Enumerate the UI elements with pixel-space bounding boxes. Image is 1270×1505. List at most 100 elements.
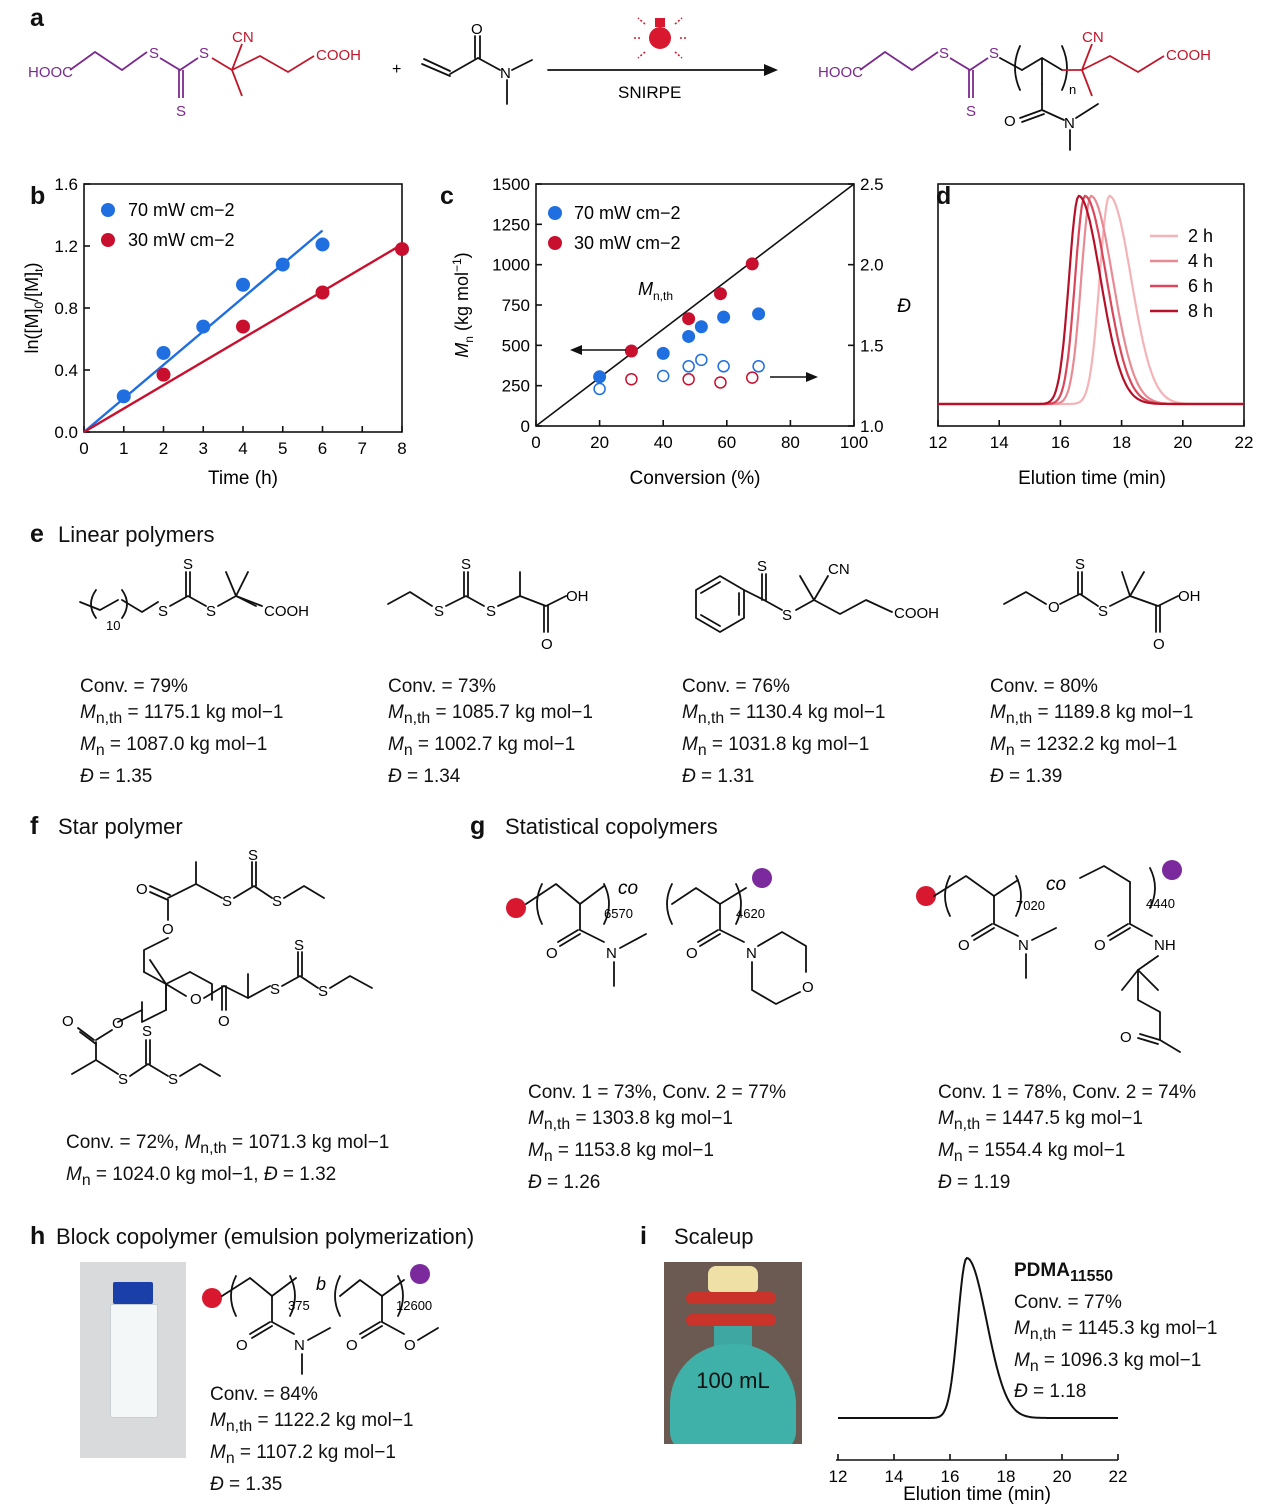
cta-hooc: HOOC xyxy=(28,64,73,81)
mn-point xyxy=(717,310,731,324)
svg-text:O: O xyxy=(218,1013,230,1030)
mn-point xyxy=(745,257,759,271)
svg-text:n: n xyxy=(1069,82,1076,97)
end-group-red-dot xyxy=(506,898,526,918)
legend-label: 2 h xyxy=(1188,226,1213,246)
vial-photo xyxy=(80,1262,186,1458)
y2-tick-label: 1.0 xyxy=(860,417,884,436)
legend-label: 6 h xyxy=(1188,276,1213,296)
fit-line xyxy=(83,243,403,434)
svg-text:COOH: COOH xyxy=(316,47,361,64)
x-tick-label: 4 xyxy=(238,439,247,458)
panel-label-a: a xyxy=(30,4,44,32)
chart-b: 0 1 2 3 4 5 6 7 80.00.40.81.21.6 Time (h) ln([M]… xyxy=(22,175,409,489)
svg-text:co: co xyxy=(618,878,638,899)
data-point xyxy=(156,367,171,382)
data-point xyxy=(315,237,330,252)
dispersity-point xyxy=(714,376,727,389)
svg-text:S: S xyxy=(248,847,258,864)
svg-text:N: N xyxy=(606,945,617,962)
x-tick-label: 18 xyxy=(997,1467,1016,1486)
svg-text:O: O xyxy=(1120,1029,1132,1046)
svg-text:S: S xyxy=(939,45,949,62)
x-tick-label: 16 xyxy=(1051,433,1070,452)
panel-label-h: h xyxy=(30,1222,46,1250)
data-point xyxy=(275,257,290,272)
section-title-i: Scaleup xyxy=(674,1224,754,1249)
x-tick-label: 20 xyxy=(1173,433,1192,452)
chart-c-xlabel: Conversion (%) xyxy=(630,468,761,489)
x-tick-label: 6 xyxy=(318,439,327,458)
y-tick-label: 0.8 xyxy=(54,299,78,318)
x-tick-label: 16 xyxy=(941,1467,960,1486)
stats-g2: Conv. 1 = 78%, Conv. 2 = 74% Mn,th = 144… xyxy=(938,1082,1197,1193)
svg-text:O: O xyxy=(686,945,698,962)
svg-text:S: S xyxy=(183,556,193,573)
cta-s1: S xyxy=(149,45,159,62)
data-point xyxy=(315,285,330,300)
clip-lower xyxy=(686,1314,776,1326)
reaction-scheme: HOOC S S S CN COOH + O N SNIRPE HOOC S S… xyxy=(28,17,1211,151)
end-group-purple-dot xyxy=(752,868,772,888)
mn-point xyxy=(624,344,638,358)
svg-text:NH: NH xyxy=(1154,937,1176,954)
svg-text:S: S xyxy=(168,1071,178,1088)
svg-text:O: O xyxy=(1048,599,1060,616)
y2-tick-label: 2.0 xyxy=(860,256,884,275)
data-point xyxy=(156,345,171,360)
svg-text:10: 10 xyxy=(106,618,120,633)
chart-b-legend-marker-30 xyxy=(101,233,115,247)
x-tick-label: 1 xyxy=(119,439,128,458)
x-tick-label: 22 xyxy=(1109,1467,1128,1486)
data-point xyxy=(236,277,250,292)
cta-ethyl-propanoic: S S S O OH xyxy=(387,556,589,653)
svg-text:O: O xyxy=(1153,636,1165,653)
flask-photo: 100 mL xyxy=(664,1262,802,1444)
svg-text:+: + xyxy=(392,61,401,78)
svg-text:COOH: COOH xyxy=(894,605,939,622)
cta-dithiobenzoate: S S CN COOH xyxy=(695,558,939,633)
svg-text:N: N xyxy=(1064,115,1075,132)
svg-text:b: b xyxy=(316,1274,326,1294)
x-tick-label: 60 xyxy=(717,433,736,452)
dispersity-point xyxy=(717,360,730,373)
y-tick-label: 1250 xyxy=(492,215,530,234)
panel-label-d: d xyxy=(936,182,952,210)
stats-e3: Conv. = 76% Mn,th = 1130.4 kg mol−1 Mn =… xyxy=(682,676,886,787)
x-tick-label: 14 xyxy=(990,433,1009,452)
svg-text:COOH: COOH xyxy=(1166,47,1211,64)
svg-text:O: O xyxy=(958,937,970,954)
svg-text:S: S xyxy=(434,603,444,620)
svg-text:S: S xyxy=(118,1071,128,1088)
svg-text:O: O xyxy=(162,921,174,938)
vial-body xyxy=(110,1304,158,1418)
x-tick-label: 0 xyxy=(531,433,540,452)
svg-text:N: N xyxy=(294,1337,305,1354)
flask-volume-label: 100 mL xyxy=(696,1368,770,1393)
x-tick-label: 2 xyxy=(159,439,168,458)
cta-dodecyl: 10 S S S COOH xyxy=(79,556,309,633)
clip-upper xyxy=(686,1292,776,1304)
mn-point xyxy=(682,329,696,343)
svg-text:S: S xyxy=(222,893,232,910)
flask-body xyxy=(670,1344,796,1444)
y-tick-label: 0 xyxy=(521,417,530,436)
svg-text:CN: CN xyxy=(828,561,850,578)
chart-c-theory-line xyxy=(535,183,855,427)
svg-text:S: S xyxy=(142,1023,152,1040)
dispersity-point xyxy=(656,369,670,383)
mn-point xyxy=(656,346,670,360)
svg-text:co: co xyxy=(1046,874,1066,895)
svg-text:S: S xyxy=(199,45,209,62)
svg-text:7020: 7020 xyxy=(1016,898,1045,913)
svg-text:S: S xyxy=(270,981,280,998)
stats-e1: Conv. = 79% Mn,th = 1175.1 kg mol−1 Mn =… xyxy=(80,676,284,787)
panel-label-i: i xyxy=(640,1222,647,1250)
svg-text:O: O xyxy=(404,1337,416,1354)
y-tick-label: 1000 xyxy=(492,256,530,275)
svg-text:S: S xyxy=(176,103,186,120)
y-tick-label: 1.2 xyxy=(54,237,78,256)
gpc-trace xyxy=(938,194,1244,406)
mn-point xyxy=(752,307,766,321)
